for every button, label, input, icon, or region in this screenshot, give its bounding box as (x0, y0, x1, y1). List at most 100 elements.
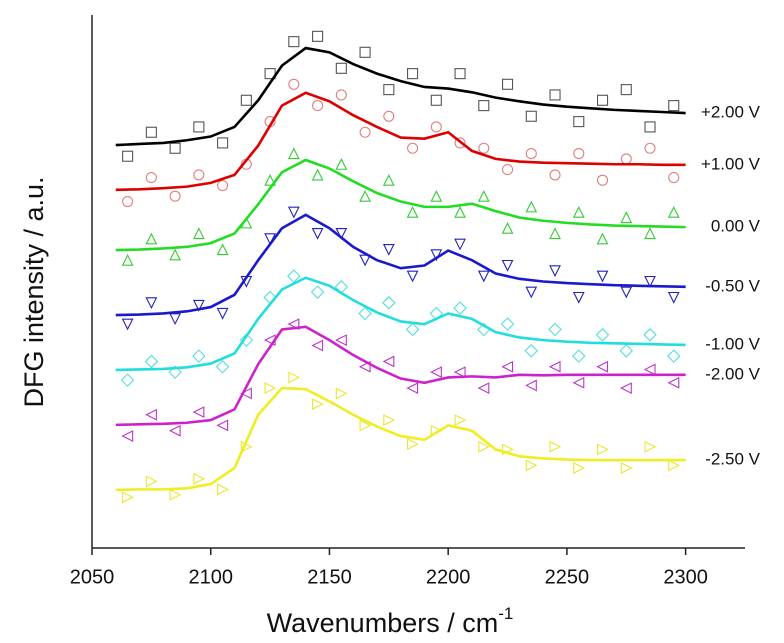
data-point (644, 440, 657, 453)
data-point (477, 382, 490, 394)
fit-line (115, 46, 686, 147)
data-point (525, 110, 537, 122)
data-point (382, 296, 396, 310)
data-point (359, 126, 371, 138)
data-point (477, 189, 490, 202)
data-point (501, 259, 514, 272)
data-point (168, 365, 182, 379)
data-point (264, 174, 276, 186)
series-label: 0.00 V (711, 217, 761, 236)
data-point (192, 349, 206, 363)
data-point (430, 121, 442, 133)
data-point (288, 78, 300, 90)
data-point (145, 297, 158, 310)
data-point (549, 169, 561, 181)
data-point (359, 46, 371, 58)
x-tick-label: 2250 (545, 566, 590, 588)
data-point (122, 150, 134, 162)
data-point (145, 232, 158, 245)
data-point (524, 344, 539, 358)
data-point (144, 354, 159, 369)
data-point (573, 148, 585, 160)
data-point (121, 253, 134, 266)
data-point (239, 333, 254, 347)
data-point (572, 291, 585, 304)
data-point (383, 84, 395, 96)
data-point (430, 94, 442, 106)
data-point (668, 100, 680, 112)
data-point (549, 440, 562, 453)
data-point (644, 142, 656, 154)
data-point (358, 306, 372, 321)
data-point (620, 153, 632, 165)
data-point (620, 462, 633, 474)
data-point (335, 227, 348, 240)
data-point (406, 382, 419, 394)
data-point (596, 443, 609, 456)
data-point (525, 459, 538, 472)
data-point (667, 376, 680, 389)
x-tick-label: 2300 (663, 566, 708, 588)
data-point (407, 142, 419, 154)
data-point (407, 68, 419, 80)
data-point (478, 440, 491, 453)
fit-line (115, 386, 686, 492)
data-point (548, 322, 562, 337)
x-tick-label: 2050 (70, 566, 115, 588)
data-point (572, 349, 586, 363)
data-point (596, 270, 609, 283)
data-point (454, 414, 467, 426)
data-point (145, 126, 157, 138)
data-point (620, 211, 633, 224)
data-point (525, 379, 537, 392)
data-point (453, 301, 467, 315)
data-point (430, 366, 442, 378)
data-point (478, 142, 490, 154)
data-point (668, 459, 680, 472)
data-point (620, 382, 632, 394)
data-point (453, 366, 466, 378)
data-point (287, 206, 300, 219)
data-point (216, 243, 229, 256)
x-axis-label-main: Wavenumbers / cm (267, 608, 499, 638)
series-label: -1.00 V (705, 334, 760, 353)
data-point (501, 221, 514, 234)
data-point (383, 414, 396, 426)
data-point (359, 189, 371, 202)
data-point (193, 121, 205, 133)
fit-line (115, 276, 686, 372)
data-point (454, 137, 466, 149)
data-point (168, 424, 181, 437)
data-point (430, 249, 443, 262)
data-point (145, 408, 157, 421)
data-point (643, 363, 656, 376)
data-point (216, 419, 229, 432)
data-point (572, 376, 585, 389)
data-point (215, 360, 230, 374)
data-point (500, 317, 515, 331)
data-point (405, 322, 420, 337)
data-point (620, 84, 632, 96)
data-point (169, 488, 182, 501)
series-label: -2.00 V (705, 364, 760, 383)
data-point (335, 62, 347, 74)
series-label: +1.00 V (701, 154, 761, 173)
data-point (121, 430, 134, 442)
data-point (525, 200, 538, 213)
data-point (595, 328, 610, 342)
data-point (501, 360, 514, 373)
x-axis-label-sup: -1 (498, 604, 513, 623)
data-point (264, 382, 277, 394)
fit-line (115, 91, 686, 192)
data-point (573, 462, 586, 474)
data-point (312, 100, 324, 112)
data-point (288, 371, 301, 384)
data-point (310, 285, 325, 299)
x-axis-label: Wavenumbers / cm-1 (267, 604, 514, 638)
data-point (644, 227, 656, 240)
series-label: +2.00 V (701, 103, 761, 122)
series-label: -2.50 V (705, 450, 760, 469)
data-point (169, 190, 181, 202)
data-point (667, 205, 680, 218)
